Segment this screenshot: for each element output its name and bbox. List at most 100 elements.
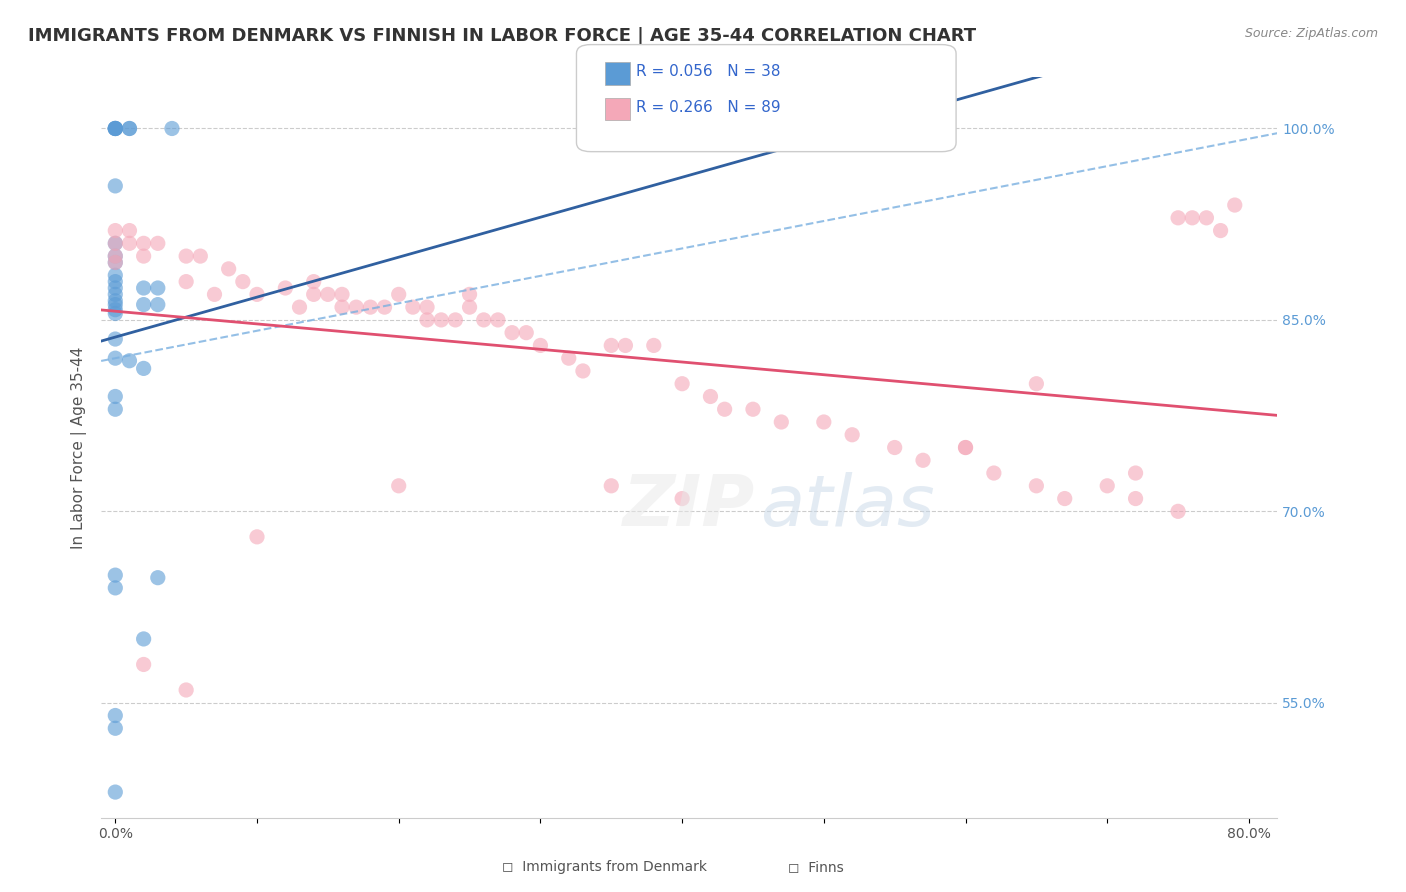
Immigrants from Denmark: [104, 332, 127, 346]
Finns: [104, 223, 127, 237]
Immigrants from Denmark: [104, 249, 127, 263]
Text: atlas: atlas: [759, 472, 935, 541]
Immigrants from Denmark: [104, 121, 127, 136]
Text: ◻  Immigrants from Denmark: ◻ Immigrants from Denmark: [502, 860, 707, 874]
Finns: [118, 223, 141, 237]
Finns: [430, 313, 453, 327]
Text: R = 0.056   N = 38: R = 0.056 N = 38: [636, 64, 780, 78]
Immigrants from Denmark: [132, 632, 155, 646]
Immigrants from Denmark: [104, 121, 127, 136]
Immigrants from Denmark: [104, 785, 127, 799]
Immigrants from Denmark: [146, 297, 169, 311]
Finns: [813, 415, 835, 429]
Finns: [302, 287, 325, 301]
Finns: [911, 453, 934, 467]
Finns: [472, 313, 495, 327]
Finns: [416, 313, 439, 327]
Finns: [1195, 211, 1218, 225]
Immigrants from Denmark: [104, 721, 127, 735]
Immigrants from Denmark: [104, 268, 127, 283]
Finns: [274, 281, 297, 295]
Finns: [458, 287, 481, 301]
Finns: [458, 300, 481, 314]
Immigrants from Denmark: [104, 568, 127, 582]
Finns: [1125, 491, 1147, 506]
Immigrants from Denmark: [104, 293, 127, 308]
Immigrants from Denmark: [104, 121, 127, 136]
Immigrants from Denmark: [146, 571, 169, 585]
Finns: [671, 376, 693, 391]
Finns: [671, 491, 693, 506]
Finns: [770, 415, 793, 429]
Text: IMMIGRANTS FROM DENMARK VS FINNISH IN LABOR FORCE | AGE 35-44 CORRELATION CHART: IMMIGRANTS FROM DENMARK VS FINNISH IN LA…: [28, 27, 976, 45]
Immigrants from Denmark: [118, 121, 141, 136]
Immigrants from Denmark: [104, 402, 127, 417]
Finns: [316, 287, 339, 301]
Immigrants from Denmark: [104, 302, 127, 317]
Finns: [1025, 479, 1047, 493]
Finns: [1167, 211, 1189, 225]
Finns: [204, 287, 226, 301]
Finns: [132, 249, 155, 263]
Finns: [614, 338, 637, 352]
Finns: [742, 402, 765, 417]
Finns: [132, 236, 155, 251]
Finns: [600, 479, 623, 493]
Finns: [643, 338, 665, 352]
Finns: [486, 313, 509, 327]
Immigrants from Denmark: [104, 255, 127, 269]
Finns: [246, 530, 269, 544]
Finns: [699, 389, 721, 403]
Finns: [983, 466, 1005, 480]
Immigrants from Denmark: [104, 297, 127, 311]
Immigrants from Denmark: [132, 361, 155, 376]
Finns: [218, 261, 240, 276]
Finns: [444, 313, 467, 327]
Finns: [529, 338, 551, 352]
Finns: [174, 249, 197, 263]
Immigrants from Denmark: [104, 281, 127, 295]
Finns: [600, 338, 623, 352]
Immigrants from Denmark: [104, 287, 127, 301]
Finns: [1097, 479, 1119, 493]
Immigrants from Denmark: [118, 353, 141, 368]
Finns: [330, 300, 353, 314]
Text: ZIP: ZIP: [623, 472, 755, 541]
Finns: [1053, 491, 1076, 506]
Immigrants from Denmark: [104, 351, 127, 366]
Finns: [132, 657, 155, 672]
Finns: [1125, 466, 1147, 480]
Immigrants from Denmark: [104, 178, 127, 193]
Finns: [1181, 211, 1204, 225]
Immigrants from Denmark: [132, 297, 155, 311]
Finns: [713, 402, 735, 417]
Immigrants from Denmark: [118, 121, 141, 136]
Finns: [1223, 198, 1246, 212]
Text: Source: ZipAtlas.com: Source: ZipAtlas.com: [1244, 27, 1378, 40]
Finns: [146, 236, 169, 251]
Immigrants from Denmark: [104, 306, 127, 320]
Finns: [1167, 504, 1189, 518]
Immigrants from Denmark: [104, 121, 127, 136]
Finns: [118, 236, 141, 251]
Finns: [373, 300, 395, 314]
Immigrants from Denmark: [104, 236, 127, 251]
Immigrants from Denmark: [104, 581, 127, 595]
Text: R = 0.266   N = 89: R = 0.266 N = 89: [636, 100, 780, 114]
Immigrants from Denmark: [160, 121, 183, 136]
Finns: [104, 236, 127, 251]
Finns: [344, 300, 367, 314]
Finns: [104, 249, 127, 263]
Y-axis label: In Labor Force | Age 35-44: In Labor Force | Age 35-44: [72, 346, 87, 549]
Finns: [1025, 376, 1047, 391]
Finns: [174, 683, 197, 698]
Finns: [1209, 223, 1232, 237]
Finns: [104, 255, 127, 269]
Finns: [402, 300, 425, 314]
Finns: [330, 287, 353, 301]
Finns: [174, 275, 197, 289]
Finns: [359, 300, 381, 314]
Finns: [572, 364, 595, 378]
Finns: [515, 326, 537, 340]
Immigrants from Denmark: [104, 389, 127, 403]
